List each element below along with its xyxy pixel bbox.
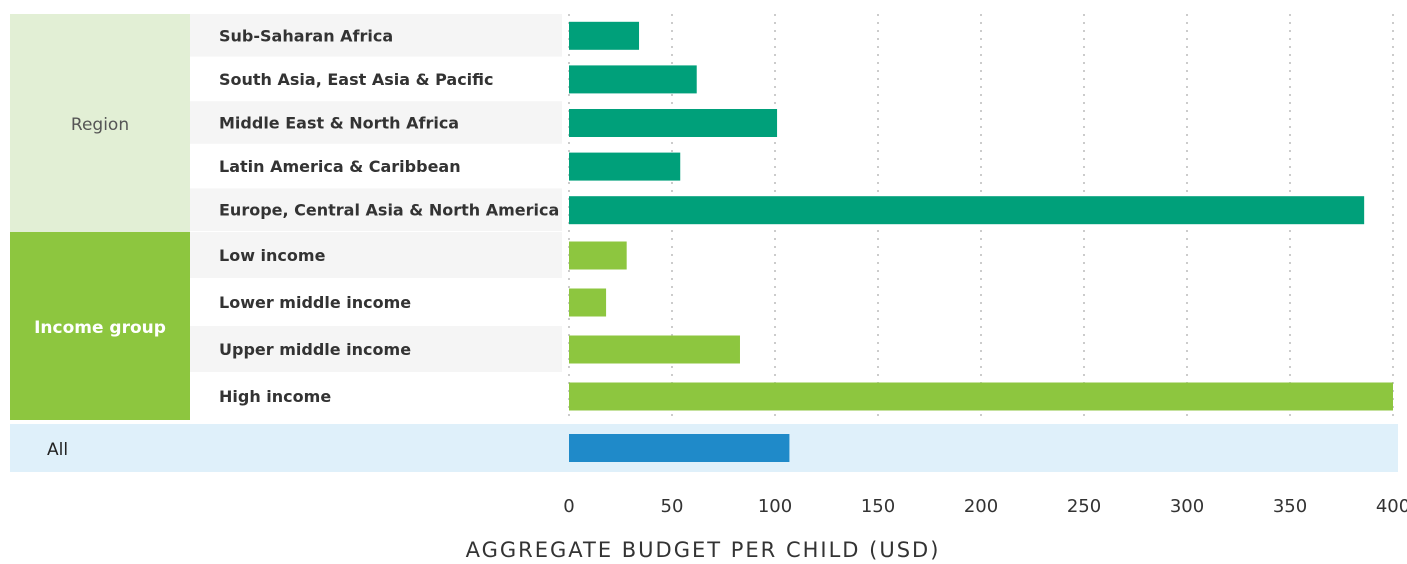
x-tick-label: 0 <box>563 496 574 517</box>
x-tick-label: 400 <box>1376 496 1407 517</box>
x-axis-title: AGGREGATE BUDGET PER CHILD (USD) <box>466 538 941 562</box>
category-label: South Asia, East Asia & Pacific <box>219 70 494 89</box>
category-background <box>190 57 562 101</box>
bars <box>569 21 1393 462</box>
category-label: Europe, Central Asia & North America <box>219 201 559 220</box>
category-background <box>190 326 562 372</box>
group-background <box>10 232 190 420</box>
bar <box>569 434 790 462</box>
category-background <box>190 373 562 419</box>
category-background <box>190 144 562 188</box>
category-label: Low income <box>219 246 326 265</box>
category-background <box>190 188 562 231</box>
bar <box>569 288 607 317</box>
category-background <box>190 101 562 144</box>
x-tick-label: 350 <box>1273 496 1307 517</box>
bar <box>569 21 640 50</box>
bar <box>569 335 740 364</box>
bar <box>569 382 1393 411</box>
category-label: Latin America & Caribbean <box>219 157 461 176</box>
category-background <box>190 232 562 278</box>
x-tick-label: 300 <box>1170 496 1204 517</box>
category-label: Middle East & North Africa <box>219 114 459 133</box>
category-background <box>190 14 562 57</box>
x-tick-label: 100 <box>758 496 792 517</box>
bar <box>569 152 681 181</box>
x-tick-label: 150 <box>861 496 895 517</box>
x-tick-label: 250 <box>1067 496 1101 517</box>
category-label: Sub-Saharan Africa <box>219 26 393 45</box>
category-label: High income <box>219 387 331 406</box>
x-tick-label: 200 <box>964 496 998 517</box>
group-background <box>10 14 190 232</box>
bar <box>569 241 627 270</box>
category-label: Lower middle income <box>219 293 411 312</box>
category-label: Upper middle income <box>219 340 411 359</box>
bar <box>569 65 697 94</box>
group-label: Region <box>71 115 129 135</box>
group-label: All <box>47 440 68 460</box>
category-background <box>190 279 562 325</box>
bar <box>569 109 778 137</box>
group-label: Income group <box>34 318 166 338</box>
bar <box>569 196 1365 225</box>
x-tick-label: 50 <box>661 496 684 517</box>
backgrounds <box>10 14 1398 472</box>
